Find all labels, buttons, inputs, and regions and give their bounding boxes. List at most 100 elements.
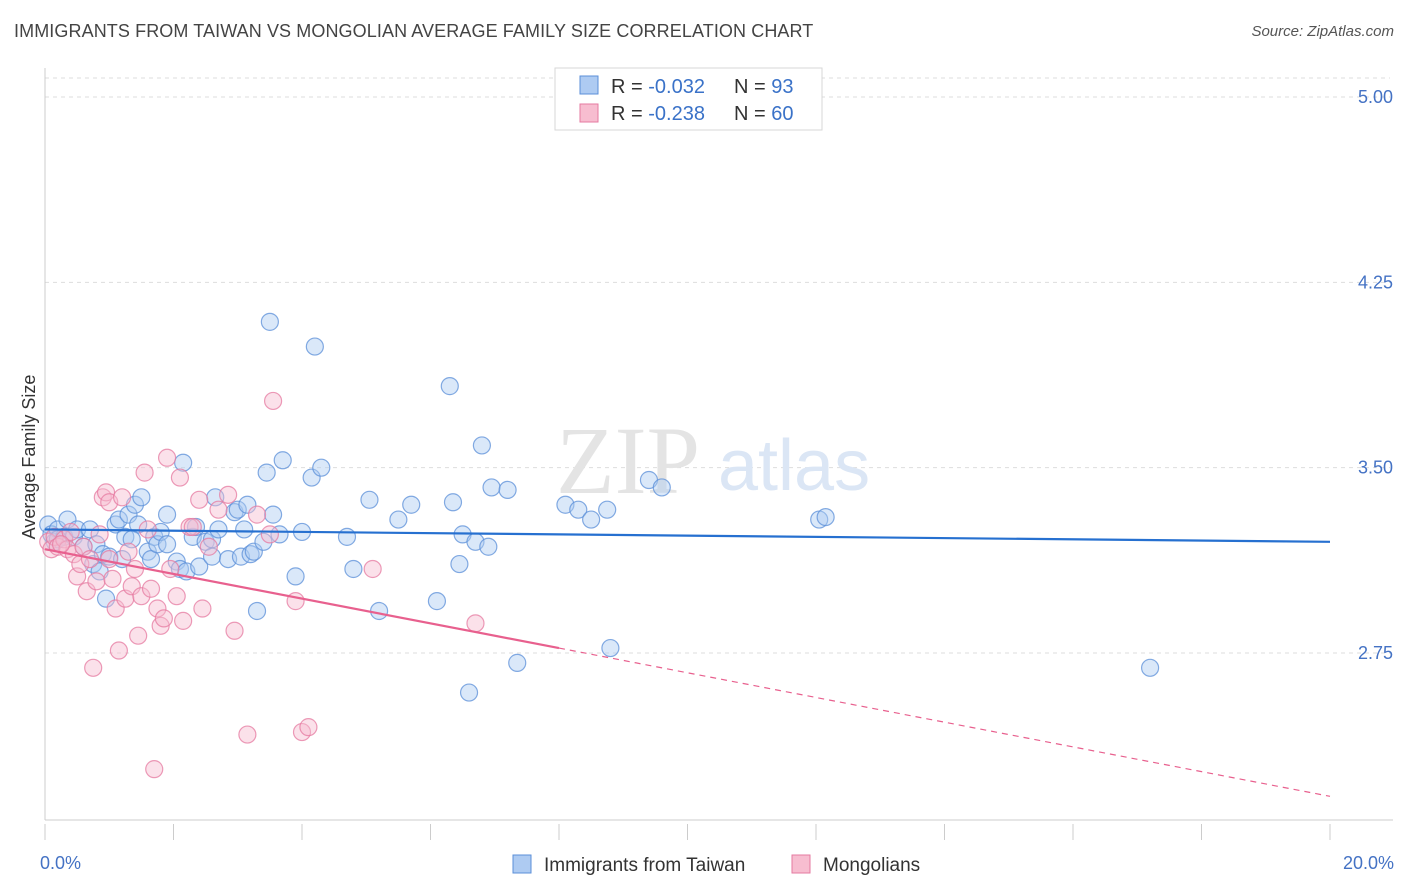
mongol-point [167,587,186,606]
stats-n-label: N = [734,76,771,98]
stats-n-value: 93 [771,76,793,98]
taiwan-point [96,589,116,608]
mongol-point [247,505,267,524]
taiwan-point [244,542,263,561]
taiwan-point [450,554,469,574]
stats-swatch-taiwan [579,75,599,95]
taiwan-point [247,601,267,621]
stats-r-label: R = [611,76,648,98]
taiwan-point [360,490,379,509]
trend-line-mongol [44,548,560,650]
mongol-point [190,490,209,509]
taiwan-point [132,488,151,507]
mongol-point [55,530,74,549]
mongol-point [109,641,128,660]
taiwan-point [257,463,276,482]
mongol-point [125,559,145,579]
y-tick-label: 4.25 [1358,272,1393,292]
taiwan-point [174,453,193,472]
grid-layer [45,77,1390,654]
mongol-point [129,626,148,645]
taiwan-point [254,532,273,551]
y-axis-label: Average Family Size [19,375,39,540]
mongol-point [157,448,177,467]
mongol-point [106,599,125,618]
y-tick-label: 3.50 [1358,458,1393,478]
mongol-point [260,525,279,544]
mongol-point [199,537,218,556]
stats-n-mongol: N = 60 [734,103,794,125]
mongol-point [363,559,382,579]
trend-line-mongol-extension [558,647,1331,797]
mongol-point [103,569,122,588]
x-tick-label: 20.0% [1343,853,1394,873]
taiwan-point [472,436,491,455]
taiwan-point [209,520,228,539]
legend-swatch-taiwan [512,854,532,874]
trend-layer [44,528,1331,797]
axis-layer [44,68,1393,840]
points-layer [39,312,1160,779]
trend-line-taiwan [44,528,1331,543]
taiwan-point [427,592,447,611]
stats-r-value: -0.238 [648,103,705,125]
stats-n-value: 60 [771,103,793,125]
mongol-point [135,463,154,482]
mongol-point [209,500,228,519]
y-tick-label: 2.75 [1358,643,1393,663]
y-tick-label: 5.00 [1358,87,1393,107]
taiwan-point [119,505,138,524]
mongol-point [170,468,190,487]
mongol-point [119,542,138,561]
taiwan-point [190,557,209,576]
taiwan-point [109,510,128,529]
taiwan-point [228,500,247,519]
mongol-point [193,599,212,618]
mongol-point [183,517,202,537]
x-tick-label: 0.0% [40,853,81,873]
taiwan-point [402,495,421,514]
mongol-point [238,725,257,744]
legend-label-taiwan: Immigrants from Taiwan [544,855,745,876]
mongol-point [225,621,244,640]
watermark-atlas: atlas [718,426,870,506]
mongol-point [174,611,193,630]
taiwan-point [241,545,260,564]
taiwan-point [479,537,498,556]
taiwan-point [370,601,389,621]
stats-box: R = -0.032 N = 93 R = -0.238 N = 60 [554,67,823,131]
taiwan-point [238,495,257,514]
mongol-point [61,522,80,542]
taiwan-point [235,520,254,539]
mongol-point [141,579,161,598]
stats-n-label: N = [734,103,771,125]
legend: Immigrants from Taiwan Mongolians [512,854,920,876]
taiwan-point [652,478,671,497]
taiwan-point [106,515,125,534]
legend-label-mongol: Mongolians [823,855,920,876]
stats-row-taiwan: R = -0.032 [611,76,705,98]
taiwan-point [440,377,459,396]
legend-swatch-mongol [791,854,811,874]
stats-r-value: -0.032 [648,76,705,98]
stats-swatch-mongol [579,103,599,123]
chart-title: IMMIGRANTS FROM TAIWAN VS MONGOLIAN AVER… [14,21,814,41]
watermark: ZIP atlas [556,407,870,514]
stats-row-mongol: R = -0.238 [611,103,705,125]
taiwan-point [582,510,601,529]
mongol-point [90,525,109,544]
taiwan-point [508,653,527,672]
taiwan-point [389,510,408,529]
mongol-point [112,488,132,507]
taiwan-point [337,527,357,546]
mongol-point [148,599,167,618]
mongol-point [84,658,103,677]
mongol-point [132,587,151,606]
taiwan-point [302,468,321,487]
taiwan-point [482,478,501,497]
taiwan-point [305,337,324,356]
watermark-zip: ZIP [556,407,700,514]
taiwan-point [157,505,177,524]
taiwan-point [344,559,363,579]
